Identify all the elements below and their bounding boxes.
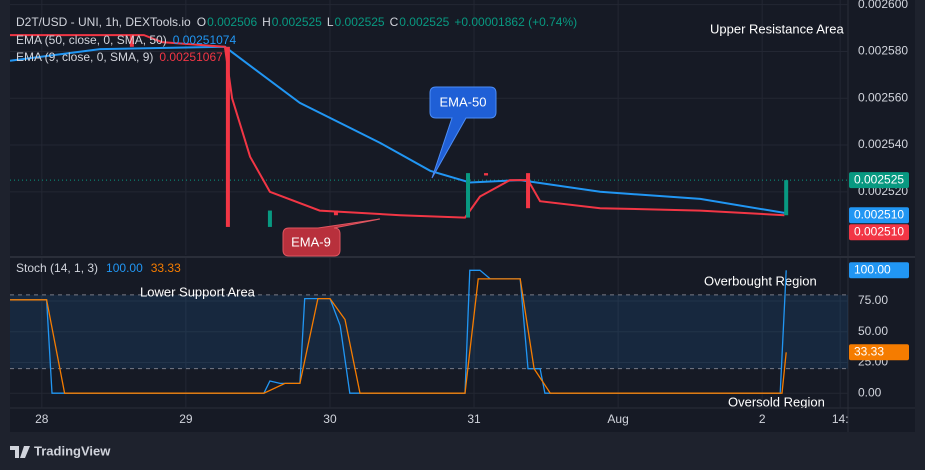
legend-value: 33.33 bbox=[151, 261, 181, 275]
y-tick-label: 75.00 bbox=[858, 293, 888, 307]
chart-area bbox=[10, 0, 915, 432]
y-tick-label: 0.002580 bbox=[858, 44, 908, 58]
y-tick-label: 0.002540 bbox=[858, 137, 908, 151]
price-tag bbox=[849, 262, 909, 279]
candle bbox=[129, 35, 134, 47]
ohlc-value: 0.002525 bbox=[335, 15, 385, 29]
price-tag bbox=[849, 207, 909, 224]
candle bbox=[784, 180, 789, 216]
legend-name: EMA (50, close, 0, SMA, 50) bbox=[16, 33, 167, 47]
price-tag bbox=[849, 172, 909, 189]
series-line bbox=[10, 45, 785, 214]
legend-title: Stoch (14, 1, 3) bbox=[16, 261, 98, 275]
price-change: +0.00001862 (+0.74%) bbox=[454, 15, 577, 29]
plot-layer: 0.0025200.0025400.0025600.0025800.002600… bbox=[10, 0, 909, 426]
legend-value: 0.00251067 bbox=[159, 50, 223, 64]
ohlc-value: 0.002525 bbox=[272, 15, 322, 29]
callout-ema9: EMA-9 bbox=[282, 218, 381, 257]
x-tick-label: 14: bbox=[832, 412, 849, 426]
price-tag-label: 0.002510 bbox=[854, 224, 904, 238]
candle bbox=[466, 173, 471, 218]
callout-ema50: EMA-50 bbox=[429, 86, 497, 179]
legend-value: 100.00 bbox=[106, 261, 143, 275]
callout-box bbox=[429, 86, 497, 179]
callout-text: EMA-9 bbox=[291, 234, 331, 249]
series-line bbox=[10, 34, 785, 219]
brand: TradingView bbox=[10, 443, 111, 458]
price-tag bbox=[849, 224, 909, 241]
series-line bbox=[10, 278, 787, 394]
y-tick-label: 50.00 bbox=[858, 324, 888, 338]
x-tick-label: 28 bbox=[35, 412, 49, 426]
price-tag-label: 0.002510 bbox=[854, 207, 904, 221]
callout-box bbox=[282, 218, 381, 257]
price-tag-label: 100.00 bbox=[854, 262, 891, 276]
annotation: Overbought Region bbox=[704, 273, 817, 288]
y-tick-label: 0.002560 bbox=[858, 90, 908, 104]
y-tick-label: 0.00 bbox=[858, 385, 882, 399]
price-tag bbox=[849, 344, 909, 361]
price-tag-label: 0.002525 bbox=[854, 172, 904, 186]
callout-text: EMA-50 bbox=[440, 94, 487, 109]
x-tick-label: Aug bbox=[607, 412, 628, 426]
ohlc-key: H bbox=[262, 15, 271, 29]
band-fill bbox=[10, 294, 848, 369]
ohlc-key: L bbox=[327, 15, 334, 29]
ohlc-key: O bbox=[197, 15, 206, 29]
x-tick-label: 2 bbox=[759, 412, 766, 426]
candle bbox=[484, 173, 489, 176]
candle bbox=[526, 173, 531, 209]
candle bbox=[333, 210, 338, 216]
x-tick-label: 31 bbox=[467, 412, 481, 426]
series-line bbox=[10, 269, 787, 394]
annotation: Lower Support Area bbox=[140, 284, 256, 299]
annotation: Oversold Region bbox=[728, 394, 825, 409]
annotation: Upper Resistance Area bbox=[710, 21, 844, 36]
ohlc-value: 0.002525 bbox=[399, 15, 449, 29]
price-tag-label: 33.33 bbox=[854, 344, 884, 358]
legend-name: EMA (9, close, 0, SMA, 9) bbox=[16, 50, 153, 64]
ohlc-key: C bbox=[390, 15, 399, 29]
brand-name: TradingView bbox=[34, 443, 111, 458]
y-tick-label: 0.002600 bbox=[858, 0, 908, 11]
candle bbox=[267, 210, 272, 227]
x-tick-label: 29 bbox=[179, 412, 193, 426]
legend-title: D2T/USD - UNI, 1h, DEXTools.io bbox=[16, 15, 191, 29]
candle bbox=[225, 46, 230, 227]
x-tick-label: 30 bbox=[323, 412, 337, 426]
legend-value: 0.00251074 bbox=[173, 33, 237, 47]
ohlc-value: 0.002506 bbox=[207, 15, 257, 29]
brand-logo bbox=[10, 446, 30, 458]
